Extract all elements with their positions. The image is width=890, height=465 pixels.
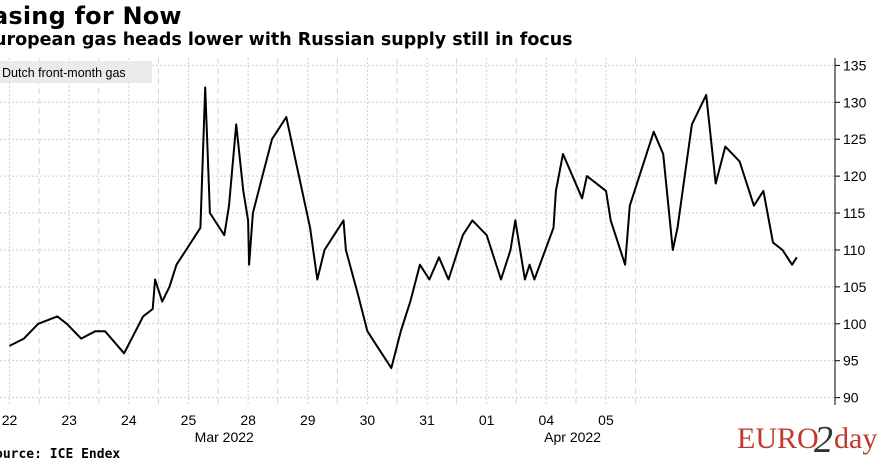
legend-label: Dutch front-month gas — [2, 66, 126, 80]
x-tick-label: 29 — [300, 412, 316, 428]
y-tick-label: 95 — [843, 353, 859, 369]
y-tick-label: 130 — [843, 94, 867, 110]
logo-part-day: day — [834, 422, 877, 455]
logo-part-euro: EURO — [737, 422, 819, 455]
chart-subtitle: uropean gas heads lower with Russian sup… — [0, 30, 573, 50]
month-label: Apr 2022 — [544, 429, 601, 445]
x-tick-label: 24 — [121, 412, 137, 428]
x-tick-label: 30 — [360, 412, 376, 428]
y-tick-label: 100 — [843, 316, 867, 332]
logo-part-2: 2 — [814, 419, 833, 458]
y-tick-label: 115 — [843, 205, 866, 221]
euro2day-logo: EURO 2 day — [737, 419, 877, 458]
month-label: Mar 2022 — [195, 429, 254, 445]
x-tick-label: 28 — [240, 412, 256, 428]
y-tick-label: 135 — [843, 57, 867, 73]
y-tick-label: 125 — [843, 131, 867, 147]
x-tick-label: 31 — [419, 412, 435, 428]
x-tick-label: 22 — [2, 412, 18, 428]
x-tick-label: 25 — [181, 412, 197, 428]
legend-box — [0, 61, 152, 83]
x-tick-label: 23 — [61, 412, 77, 428]
x-tick-label: 01 — [479, 412, 495, 428]
series-line — [9, 86, 798, 370]
y-tick-label: 105 — [843, 279, 867, 295]
x-tick-label: 04 — [539, 412, 555, 428]
y-tick-label: 120 — [843, 168, 867, 184]
y-tick-label: 90 — [843, 390, 859, 406]
source-note: ource: ICE Endex — [0, 447, 121, 462]
x-tick-label: 05 — [598, 412, 614, 428]
y-tick-label: 110 — [843, 242, 866, 258]
chart-title: asing for Now — [0, 2, 182, 30]
